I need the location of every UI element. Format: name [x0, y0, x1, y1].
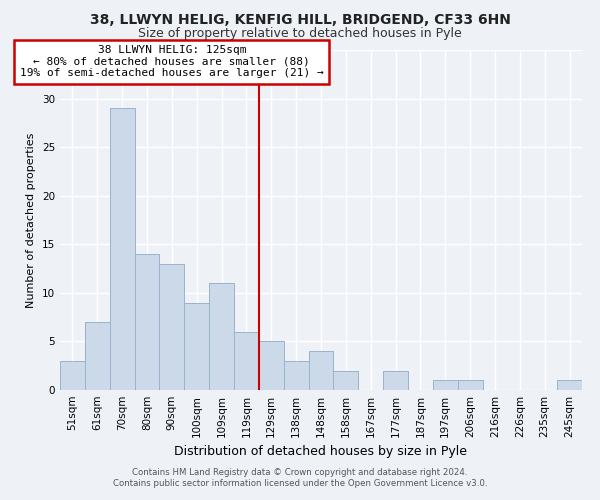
X-axis label: Distribution of detached houses by size in Pyle: Distribution of detached houses by size …: [175, 446, 467, 458]
Y-axis label: Number of detached properties: Number of detached properties: [26, 132, 37, 308]
Text: Size of property relative to detached houses in Pyle: Size of property relative to detached ho…: [138, 28, 462, 40]
Bar: [134, 254, 160, 390]
Bar: [110, 108, 134, 390]
Bar: [209, 283, 234, 390]
Bar: [60, 361, 85, 390]
Bar: [458, 380, 482, 390]
Bar: [234, 332, 259, 390]
Bar: [433, 380, 458, 390]
Text: 38 LLWYN HELIG: 125sqm
← 80% of detached houses are smaller (88)
19% of semi-det: 38 LLWYN HELIG: 125sqm ← 80% of detached…: [20, 45, 324, 78]
Bar: [160, 264, 184, 390]
Bar: [308, 351, 334, 390]
Bar: [383, 370, 408, 390]
Bar: [284, 361, 308, 390]
Text: 38, LLWYN HELIG, KENFIG HILL, BRIDGEND, CF33 6HN: 38, LLWYN HELIG, KENFIG HILL, BRIDGEND, …: [89, 12, 511, 26]
Bar: [334, 370, 358, 390]
Text: Contains HM Land Registry data © Crown copyright and database right 2024.
Contai: Contains HM Land Registry data © Crown c…: [113, 468, 487, 487]
Bar: [259, 342, 284, 390]
Bar: [85, 322, 110, 390]
Bar: [557, 380, 582, 390]
Bar: [184, 302, 209, 390]
